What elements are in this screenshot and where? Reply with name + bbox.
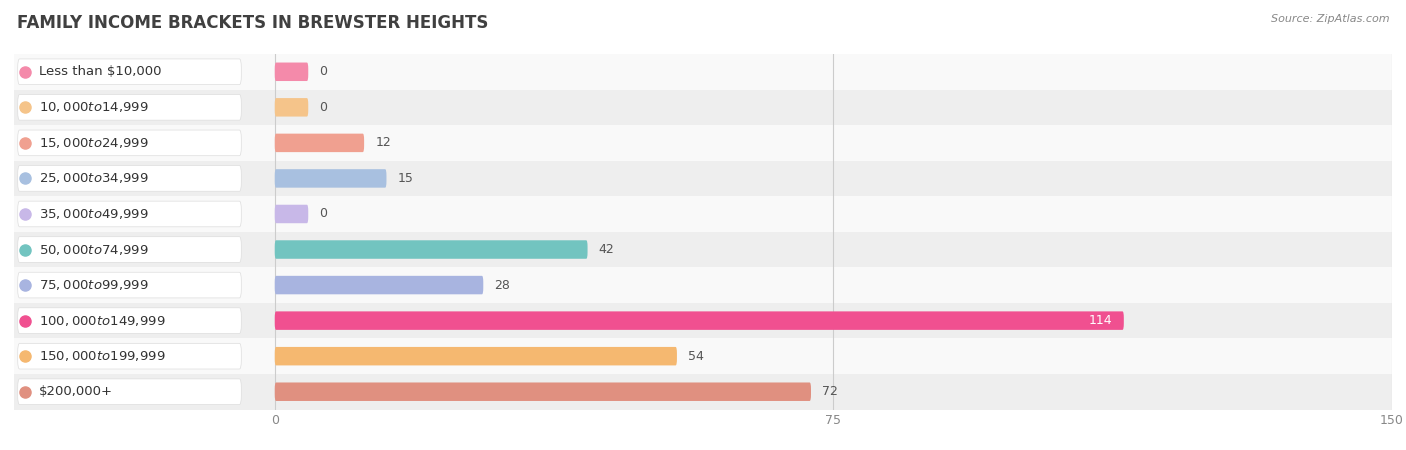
Text: 54: 54: [688, 350, 704, 363]
Bar: [14, 54, 1392, 90]
FancyBboxPatch shape: [18, 272, 242, 298]
Text: 0: 0: [319, 207, 328, 220]
Text: 42: 42: [599, 243, 614, 256]
FancyBboxPatch shape: [274, 382, 811, 401]
Bar: [14, 161, 1392, 196]
FancyBboxPatch shape: [18, 308, 242, 333]
Text: $75,000 to $99,999: $75,000 to $99,999: [38, 278, 148, 292]
Bar: [14, 267, 1392, 303]
Text: $200,000+: $200,000+: [38, 385, 112, 398]
Text: $25,000 to $34,999: $25,000 to $34,999: [38, 171, 148, 185]
Text: $15,000 to $24,999: $15,000 to $24,999: [38, 136, 148, 150]
Text: FAMILY INCOME BRACKETS IN BREWSTER HEIGHTS: FAMILY INCOME BRACKETS IN BREWSTER HEIGH…: [17, 14, 488, 32]
Bar: [14, 232, 1392, 267]
Text: 72: 72: [823, 385, 838, 398]
Text: $100,000 to $149,999: $100,000 to $149,999: [38, 314, 165, 328]
FancyBboxPatch shape: [18, 59, 242, 85]
FancyBboxPatch shape: [18, 94, 242, 120]
FancyBboxPatch shape: [18, 166, 242, 191]
FancyBboxPatch shape: [274, 311, 1123, 330]
Bar: [14, 303, 1392, 338]
Text: 15: 15: [398, 172, 413, 185]
Text: 0: 0: [319, 65, 328, 78]
Bar: [14, 374, 1392, 410]
FancyBboxPatch shape: [274, 347, 676, 365]
FancyBboxPatch shape: [274, 63, 308, 81]
Bar: [14, 338, 1392, 374]
Text: 114: 114: [1090, 314, 1112, 327]
Text: Less than $10,000: Less than $10,000: [38, 65, 162, 78]
FancyBboxPatch shape: [18, 379, 242, 405]
Bar: [14, 125, 1392, 161]
Bar: [14, 90, 1392, 125]
FancyBboxPatch shape: [274, 240, 588, 259]
Text: $10,000 to $14,999: $10,000 to $14,999: [38, 100, 148, 114]
Text: 28: 28: [495, 279, 510, 292]
Text: 0: 0: [319, 101, 328, 114]
FancyBboxPatch shape: [18, 343, 242, 369]
FancyBboxPatch shape: [274, 205, 308, 223]
Text: Source: ZipAtlas.com: Source: ZipAtlas.com: [1271, 14, 1389, 23]
FancyBboxPatch shape: [274, 276, 484, 294]
FancyBboxPatch shape: [18, 130, 242, 156]
Text: $150,000 to $199,999: $150,000 to $199,999: [38, 349, 165, 363]
FancyBboxPatch shape: [18, 237, 242, 262]
FancyBboxPatch shape: [274, 134, 364, 152]
Bar: [14, 196, 1392, 232]
FancyBboxPatch shape: [274, 98, 308, 117]
Text: $50,000 to $74,999: $50,000 to $74,999: [38, 243, 148, 256]
FancyBboxPatch shape: [274, 169, 387, 188]
Text: $35,000 to $49,999: $35,000 to $49,999: [38, 207, 148, 221]
Text: 12: 12: [375, 136, 391, 149]
FancyBboxPatch shape: [18, 201, 242, 227]
